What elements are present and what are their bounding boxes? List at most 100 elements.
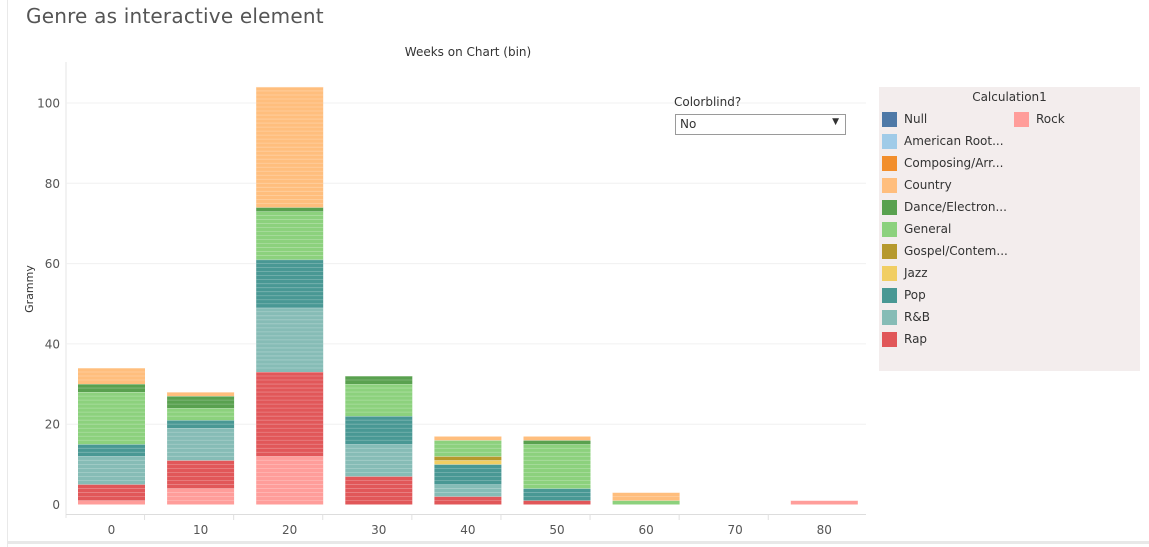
legend-label: Country [904, 178, 952, 192]
bar-segment[interactable] [256, 210, 324, 260]
colorblind-dropdown[interactable]: No ▼ [675, 114, 846, 135]
legend-swatch [882, 199, 897, 215]
bar-segment[interactable] [256, 259, 324, 308]
legend-swatch [882, 133, 897, 149]
colorblind-selected-value: No [680, 117, 697, 131]
legend-swatch [882, 331, 897, 347]
bar-segment[interactable] [78, 383, 145, 393]
gridlines [65, 62, 866, 520]
legend-item[interactable]: Null [882, 110, 927, 128]
bar-segment[interactable] [78, 499, 145, 505]
bar-segment[interactable] [612, 491, 680, 501]
chart-title: Weeks on Chart (bin) [405, 45, 531, 59]
legend-label: Rap [904, 332, 928, 346]
legend-item[interactable]: Dance/Electron... [882, 198, 1007, 216]
legend-label: Rock [1036, 112, 1065, 126]
bar-segment[interactable] [523, 443, 591, 489]
bar-segment[interactable] [434, 459, 502, 465]
bars[interactable] [78, 86, 858, 505]
legend-label: Dance/Electron... [904, 200, 1007, 214]
legend-label: Jazz [904, 266, 928, 280]
y-axis-ticks: 0 20 40 60 80 100 [37, 97, 60, 513]
bar-segment[interactable] [167, 427, 235, 461]
stacked-bar-chart: Weeks on Chart (bin) Grammy 0 20 40 60 80 100… [23, 45, 866, 537]
legend-item[interactable]: Gospel/Contem... [882, 242, 1008, 260]
bar-segment[interactable] [434, 463, 502, 485]
legend-label: R&B [904, 310, 930, 324]
y-tick-label: 100 [37, 97, 60, 111]
bar-segment[interactable] [523, 439, 591, 445]
bar-segment[interactable] [434, 435, 502, 441]
bar-segment[interactable] [256, 206, 324, 212]
legend-item[interactable]: Jazz [882, 264, 928, 282]
bar-segment[interactable] [78, 483, 145, 501]
frame-left-border [7, 0, 8, 547]
bar-segment[interactable] [434, 439, 502, 457]
x-tick-label: 50 [549, 523, 564, 537]
x-tick-label: 20 [282, 523, 297, 537]
legend-item[interactable]: American Root... [882, 132, 1004, 150]
bar-segment[interactable] [790, 499, 858, 505]
bar-segment[interactable] [345, 415, 413, 445]
x-tick-label: 10 [193, 523, 208, 537]
bar-segment[interactable] [345, 443, 413, 477]
y-tick-label: 80 [45, 177, 60, 191]
y-axis-label: Grammy [23, 265, 36, 313]
x-tick-label: 80 [817, 523, 832, 537]
legend-item[interactable]: R&B [882, 308, 930, 326]
x-tick-label: 70 [728, 523, 743, 537]
legend-swatch [882, 287, 897, 303]
legend-label: Pop [904, 288, 926, 302]
bar-segment[interactable] [345, 375, 413, 385]
frame-bottom-border [7, 541, 1149, 544]
bar-segment[interactable] [167, 395, 235, 409]
bar-segment[interactable] [523, 487, 591, 501]
bar-segment[interactable] [78, 367, 145, 385]
x-tick-label: 60 [638, 523, 653, 537]
legend-item[interactable]: Rap [882, 330, 927, 348]
bar-segment[interactable] [167, 487, 235, 505]
legend-label: Null [904, 112, 928, 126]
bar-segment[interactable] [167, 419, 235, 429]
bar-segment[interactable] [78, 455, 145, 485]
legend-item[interactable]: Country [882, 176, 952, 194]
bar-segment[interactable] [345, 475, 413, 505]
legend-panel: Calculation1 Null American Root... Composi… [879, 87, 1140, 371]
x-tick-label: 0 [108, 523, 116, 537]
x-tick-label: 30 [371, 523, 386, 537]
bar-segment[interactable] [78, 443, 145, 457]
legend-swatch [882, 265, 897, 281]
bar-segment[interactable] [612, 499, 680, 505]
legend-item[interactable]: General [882, 220, 951, 238]
x-tick-label: 40 [460, 523, 475, 537]
legend-swatch [882, 243, 897, 259]
bar-segment[interactable] [167, 391, 235, 397]
bar-segment[interactable] [256, 86, 324, 208]
bar-segment[interactable] [523, 499, 591, 505]
colorblind-label: Colorblind? [674, 95, 742, 109]
y-tick-label: 20 [45, 418, 60, 432]
bar-segment[interactable] [256, 455, 324, 505]
legend-swatch [882, 111, 897, 127]
y-tick-label: 60 [45, 257, 60, 271]
bar-segment[interactable] [167, 407, 235, 421]
y-tick-label: 40 [45, 337, 60, 351]
legend-item[interactable]: Rock [1014, 110, 1065, 128]
bar-segment[interactable] [434, 495, 502, 505]
chevron-down-icon[interactable]: ▼ [832, 117, 839, 127]
page-title: Genre as interactive element [26, 4, 324, 28]
bar-segment[interactable] [345, 383, 413, 417]
legend-item[interactable]: Composing/Arr... [882, 154, 1003, 172]
bar-segment[interactable] [78, 391, 145, 445]
bar-segment[interactable] [256, 307, 324, 373]
legend-swatch [882, 309, 897, 325]
legend-item[interactable]: Pop [882, 286, 926, 304]
bar-segment[interactable] [167, 459, 235, 489]
legend-swatch [882, 177, 897, 193]
bar-segment[interactable] [434, 483, 502, 497]
legend-title: Calculation1 [972, 90, 1047, 104]
bar-segment[interactable] [256, 371, 324, 457]
bar-segment[interactable] [434, 455, 502, 461]
bar-segment[interactable] [523, 435, 591, 441]
legend-swatch [882, 155, 897, 171]
